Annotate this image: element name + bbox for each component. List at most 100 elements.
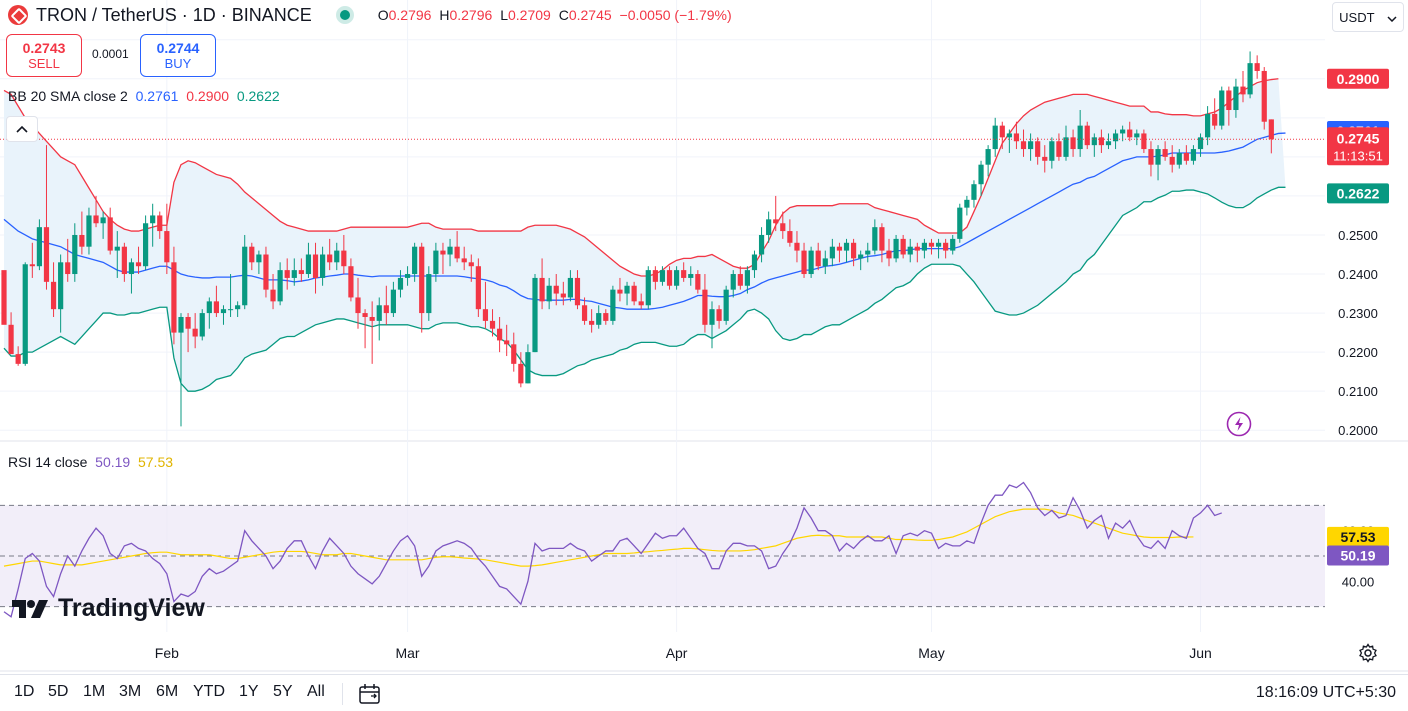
candle-body: [836, 246, 843, 251]
candle-body: [773, 219, 779, 224]
candle-body: [72, 234, 78, 275]
range-1y-button[interactable]: 1Y: [239, 683, 259, 700]
rsi-line: [3, 481, 1222, 618]
range-1d-button[interactable]: 1D: [14, 683, 35, 700]
candle: [1098, 129, 1104, 153]
range-6m-button[interactable]: 6M: [156, 683, 179, 700]
candle: [298, 258, 304, 282]
sell-button[interactable]: 0.2743 SELL: [6, 34, 82, 77]
candle: [29, 242, 35, 278]
bb-legend[interactable]: BB 20 SMA close 2 0.2761 0.2900 0.2622: [8, 88, 280, 104]
range-all-button[interactable]: All: [307, 683, 325, 700]
clock-timezone[interactable]: 18:16:09 UTC+5:30: [1255, 684, 1396, 701]
bb-basis-value: 0.2761: [135, 88, 179, 104]
candle-body: [546, 285, 552, 302]
candle: [404, 266, 411, 286]
price-tags: 0.29000.27610.274511:13:510.262257.5350.…: [1327, 68, 1389, 566]
candle-body: [624, 285, 630, 294]
calendar-icon[interactable]: [358, 683, 382, 705]
candle: [43, 145, 50, 290]
symbol-title[interactable]: TRON / TetherUS · 1D · BINANCE: [36, 4, 312, 25]
candle: [1077, 110, 1083, 157]
range-ytd-button[interactable]: YTD: [193, 683, 225, 700]
candle-body: [58, 262, 64, 310]
candle-body: [334, 250, 340, 263]
candle: [843, 238, 850, 263]
currency-selector[interactable]: USDT: [1332, 2, 1404, 32]
candle: [58, 254, 64, 333]
candle-body: [376, 305, 382, 321]
candle: [964, 195, 970, 216]
collapse-legend-button[interactable]: [6, 116, 38, 142]
candle: [716, 305, 722, 329]
rsi-legend[interactable]: RSI 14 close 50.19 57.53: [8, 454, 173, 470]
candle-body: [921, 242, 927, 251]
candle-body: [227, 309, 234, 311]
candle-body: [256, 254, 262, 263]
candle: [397, 270, 404, 298]
price-tick-label: 0.2200: [1338, 345, 1378, 360]
candle: [185, 313, 191, 353]
last-price-text: 0.2745: [1337, 130, 1380, 146]
candle: [107, 207, 113, 255]
candle-body: [631, 285, 637, 302]
range-5y-button[interactable]: 5Y: [273, 683, 293, 700]
candle: [836, 242, 843, 263]
candle: [928, 238, 935, 255]
candle-body: [1190, 149, 1197, 161]
buy-button[interactable]: 0.2744 BUY: [140, 34, 216, 77]
candle: [893, 234, 899, 263]
candle-body: [86, 215, 92, 247]
range-3m-button[interactable]: 3M: [119, 683, 142, 700]
candle-body: [935, 242, 942, 247]
candle-body: [369, 316, 375, 321]
candle-body: [128, 262, 135, 275]
candle: [454, 231, 460, 263]
candle-body: [1169, 156, 1175, 165]
candle-body: [1226, 90, 1232, 111]
candle: [1127, 121, 1133, 142]
flash-icon[interactable]: [1226, 411, 1252, 437]
candle: [475, 258, 481, 317]
candle: [15, 346, 21, 366]
low-value: 0.2709: [507, 7, 551, 23]
candle: [1183, 145, 1189, 165]
bb-upper-value: 0.2900: [186, 88, 230, 104]
candle-body: [992, 125, 998, 150]
buy-label: BUY: [164, 56, 192, 71]
candle: [659, 266, 666, 286]
close-value: 0.2745: [568, 7, 612, 23]
candle: [100, 211, 106, 239]
candle-body: [1013, 133, 1020, 142]
range-5d-button[interactable]: 5D: [48, 683, 69, 700]
candle-body: [482, 309, 489, 321]
candle: [128, 258, 135, 294]
candle-body: [475, 266, 481, 310]
candle-body: [851, 242, 857, 259]
candle: [150, 203, 156, 247]
candle-body: [383, 305, 389, 314]
candle: [114, 231, 120, 278]
settings-gear-icon[interactable]: [1358, 643, 1378, 663]
candle-body: [1212, 113, 1218, 126]
candle: [1176, 149, 1182, 169]
change-value: −0.0050 (−1.79%): [619, 7, 732, 23]
chart-canvas[interactable]: 0.2500 0.2400 0.2300 0.2200 0.2100 0.2000 Feb M…: [0, 0, 1408, 674]
candle: [504, 324, 510, 357]
candle: [65, 238, 71, 282]
candle-body: [320, 254, 326, 278]
candle: [1105, 133, 1112, 150]
candle: [567, 270, 573, 302]
candle-body: [1183, 152, 1189, 161]
candle: [305, 242, 312, 278]
candle: [256, 250, 262, 275]
range-1m-button[interactable]: 1M: [83, 683, 106, 700]
candle-body: [263, 254, 269, 290]
candle: [327, 238, 333, 271]
candle-body: [681, 270, 687, 278]
candle: [525, 344, 531, 384]
candle-body: [1020, 141, 1027, 150]
candle-body: [312, 254, 319, 278]
candle: [36, 219, 42, 271]
candle: [865, 242, 871, 263]
